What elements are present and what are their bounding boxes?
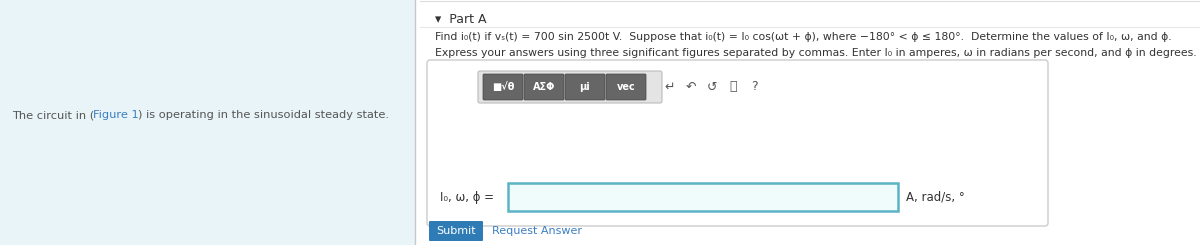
Text: ) is operating in the sinusoidal steady state.: ) is operating in the sinusoidal steady … bbox=[138, 110, 389, 120]
FancyBboxPatch shape bbox=[430, 221, 482, 241]
Text: vec: vec bbox=[617, 82, 635, 92]
FancyBboxPatch shape bbox=[0, 0, 415, 245]
Text: I₀, ω, ϕ =: I₀, ω, ϕ = bbox=[440, 191, 494, 204]
Text: A, rad/s, °: A, rad/s, ° bbox=[906, 191, 965, 204]
Text: Figure 1: Figure 1 bbox=[94, 110, 139, 120]
Text: Submit: Submit bbox=[436, 226, 476, 236]
FancyBboxPatch shape bbox=[565, 74, 605, 100]
Text: μi: μi bbox=[580, 82, 590, 92]
FancyBboxPatch shape bbox=[482, 74, 523, 100]
FancyBboxPatch shape bbox=[606, 74, 646, 100]
Text: ⎕: ⎕ bbox=[730, 81, 737, 94]
Text: ■√θ: ■√θ bbox=[492, 82, 514, 92]
Text: Express your answers using three significant figures separated by commas. Enter : Express your answers using three signifi… bbox=[436, 48, 1196, 58]
Text: AΣΦ: AΣΦ bbox=[533, 82, 556, 92]
Text: Find i₀(t) if vₛ(t) = 700 sin 2500t V.  Suppose that i₀(t) = I₀ cos(ωt + ϕ), whe: Find i₀(t) if vₛ(t) = 700 sin 2500t V. S… bbox=[436, 32, 1171, 42]
FancyBboxPatch shape bbox=[524, 74, 564, 100]
Text: Request Answer: Request Answer bbox=[492, 226, 582, 236]
Text: ?: ? bbox=[751, 81, 757, 94]
Text: ↵: ↵ bbox=[665, 81, 676, 94]
FancyBboxPatch shape bbox=[478, 71, 662, 103]
Text: ↶: ↶ bbox=[685, 81, 696, 94]
Text: ▾  Part A: ▾ Part A bbox=[436, 13, 486, 26]
Text: The circuit in (: The circuit in ( bbox=[12, 110, 95, 120]
FancyBboxPatch shape bbox=[508, 183, 898, 211]
Text: ↺: ↺ bbox=[707, 81, 718, 94]
FancyBboxPatch shape bbox=[427, 60, 1048, 226]
